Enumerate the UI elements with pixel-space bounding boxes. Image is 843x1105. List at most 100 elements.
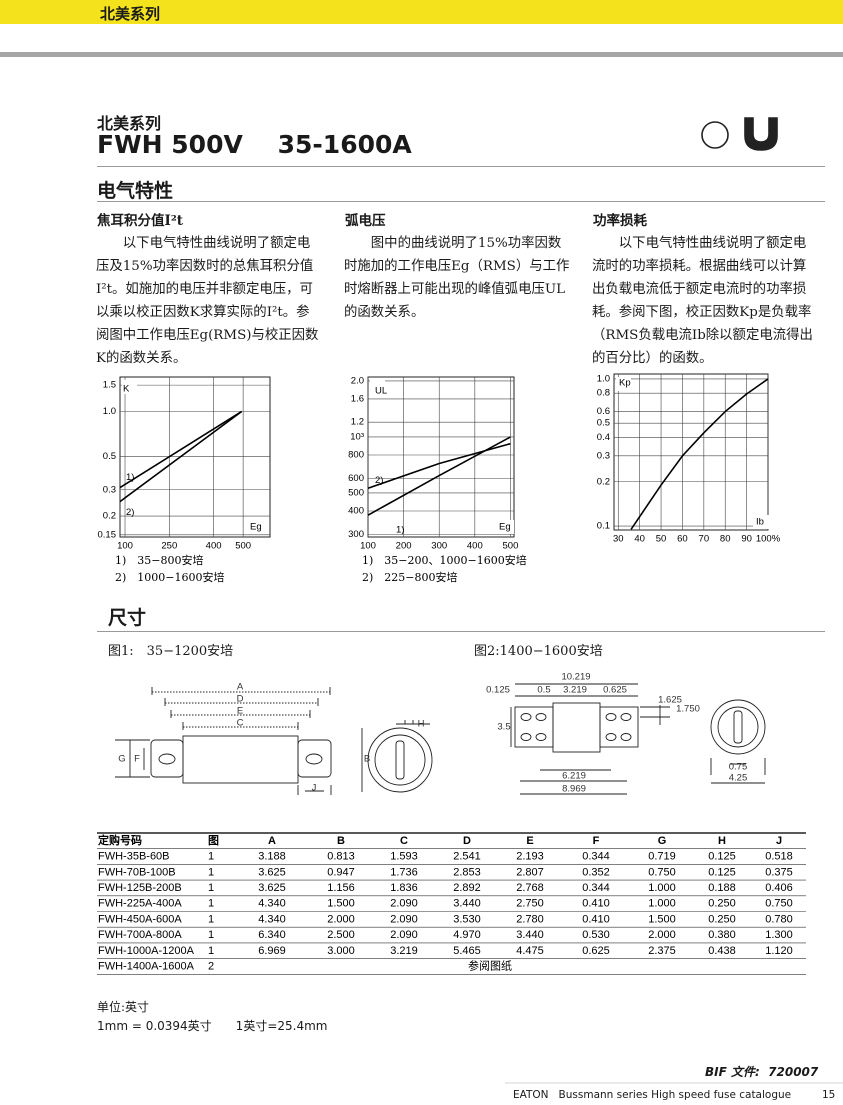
table-cell: 2.541: [453, 851, 481, 863]
x-axis-label: Eg: [499, 522, 511, 533]
table-cell: 1.593: [390, 851, 418, 863]
x-tick-label: 30: [613, 534, 624, 545]
rule: [97, 166, 825, 167]
table-cell: 0.250: [708, 898, 736, 910]
y-axis-label: Kp: [619, 378, 631, 389]
y-tick-label: 1.0: [597, 373, 610, 384]
table-cell: FWH-1400A-1600A: [98, 961, 195, 973]
x-tick-label: 50: [656, 534, 667, 545]
x-tick-label: 500: [235, 541, 251, 552]
table-header: D: [463, 835, 471, 847]
table-cell: 1.300: [765, 929, 793, 941]
table-cell: 2.375: [648, 945, 676, 957]
y-tick-label: 0.1: [597, 521, 610, 532]
x-tick-label: 80: [720, 534, 731, 545]
chart-note: 2) 1000−1600安培: [115, 570, 225, 584]
table-header: A: [268, 835, 276, 847]
table-cell: 0.438: [708, 945, 736, 957]
figure-1: [115, 687, 433, 795]
table-cell: 0.352: [582, 866, 610, 878]
y-tick-label: 0.2: [103, 511, 116, 522]
table-cell: FWH-450A-600A: [98, 913, 182, 925]
x-tick-label: 60: [677, 534, 688, 545]
table-cell: 1: [208, 882, 214, 894]
table-header: E: [526, 835, 533, 847]
dimension-label: E: [237, 706, 243, 717]
figure-2: [510, 683, 766, 795]
column-heading: 焦耳积分值I²t: [97, 213, 183, 229]
table-cell: 0.750: [765, 898, 793, 910]
table-cell: 0.250: [708, 913, 736, 925]
x-axis-label: Ib: [756, 517, 764, 528]
table-cell: 1.736: [390, 866, 418, 878]
product-title: FWH 500V 35-1600A: [97, 130, 412, 159]
axis-label-bg: [753, 515, 771, 529]
rule: [97, 631, 825, 632]
doc-number: BIF 文件: 720007: [705, 1065, 819, 1079]
x-tick-label: 400: [206, 541, 222, 552]
y-tick-label: 1.5: [103, 380, 116, 391]
y-tick-label: 1.6: [351, 393, 364, 404]
dimension-label: 1.625: [658, 695, 682, 706]
header-band: [0, 0, 843, 24]
paragraph: 图中的曲线说明了15%功率因数时施加的工作电压Eg（RMS）与工作时熔断器上可能…: [344, 236, 570, 320]
column-heading: 功率损耗: [593, 213, 647, 229]
table-cell: 0.813: [327, 851, 355, 863]
axis-label-bg: [496, 520, 514, 534]
table-cell: 0.750: [648, 866, 676, 878]
curve: [119, 410, 243, 503]
table-cell: 2.000: [648, 929, 676, 941]
table-cell: 2.090: [390, 913, 418, 925]
table-cell: 参阅图纸: [468, 959, 512, 973]
paragraph: 以下电气特性曲线说明了额定电流时的功率损耗。根据曲线可以计算出负载电流低于额定电…: [592, 236, 813, 366]
x-tick-label: 300: [431, 541, 447, 552]
table-cell: 2.768: [516, 882, 544, 894]
dimension-label: 0.5: [537, 685, 550, 696]
header-text: 北美系列: [100, 5, 161, 23]
table-cell: 0.410: [582, 913, 610, 925]
table-cell: 1.000: [648, 898, 676, 910]
y-tick-label: 300: [348, 529, 364, 540]
chart-note: 1) 35−800安培: [115, 553, 204, 567]
table-cell: 2.892: [453, 882, 481, 894]
table-cell: 0.530: [582, 929, 610, 941]
curve: [630, 378, 769, 530]
family: 北美系列: [97, 114, 162, 133]
table-cell: 4.340: [258, 898, 286, 910]
table-cell: 4.475: [516, 945, 544, 957]
table-cell: 3.530: [453, 913, 481, 925]
y-tick-label: 0.4: [597, 432, 610, 443]
table-cell: 2.500: [327, 929, 355, 941]
units: 1mm = 0.0394英寸 1英寸=25.4mm: [97, 1019, 328, 1033]
x-tick-label: 100: [360, 541, 376, 552]
dimension-label: 0.125: [486, 685, 510, 696]
axis-label-bg: [247, 520, 265, 534]
table-cell: FWH-70B-100B: [98, 866, 176, 878]
table-cell: 2.000: [327, 913, 355, 925]
x-tick-label: 200: [396, 541, 412, 552]
dimension-label: J: [312, 783, 317, 794]
figure-label: 图1: 35−1200安培: [108, 644, 234, 659]
table-cell: FWH-1000A-1200A: [98, 945, 195, 957]
y-tick-label: 0.3: [597, 450, 610, 461]
chart-note: 1) 35−200、1000−1600安培: [362, 553, 527, 567]
dimension-label: 0.75: [729, 762, 748, 773]
table-cell: FWH-125B-200B: [98, 882, 182, 894]
dimension-label: 1.750: [676, 704, 700, 715]
table-cell: 3.625: [258, 866, 286, 878]
y-tick-label: 0.5: [103, 451, 116, 462]
dimension-label: D: [237, 694, 244, 705]
plot-frame: [613, 373, 769, 531]
y-tick-label: 800: [348, 450, 364, 461]
table-cell: 5.465: [453, 945, 481, 957]
table-cell: 0.518: [765, 851, 793, 863]
table-header: F: [593, 835, 600, 847]
table-header: 定购号码: [98, 833, 142, 847]
plot-frame: [119, 376, 271, 538]
table-cell: 3.188: [258, 851, 286, 863]
table-cell: 1.000: [648, 882, 676, 894]
table-cell: 0.125: [708, 866, 736, 878]
table-cell: 3.625: [258, 882, 286, 894]
y-tick-label: 0.5: [597, 418, 610, 429]
table-cell: 1: [208, 929, 214, 941]
